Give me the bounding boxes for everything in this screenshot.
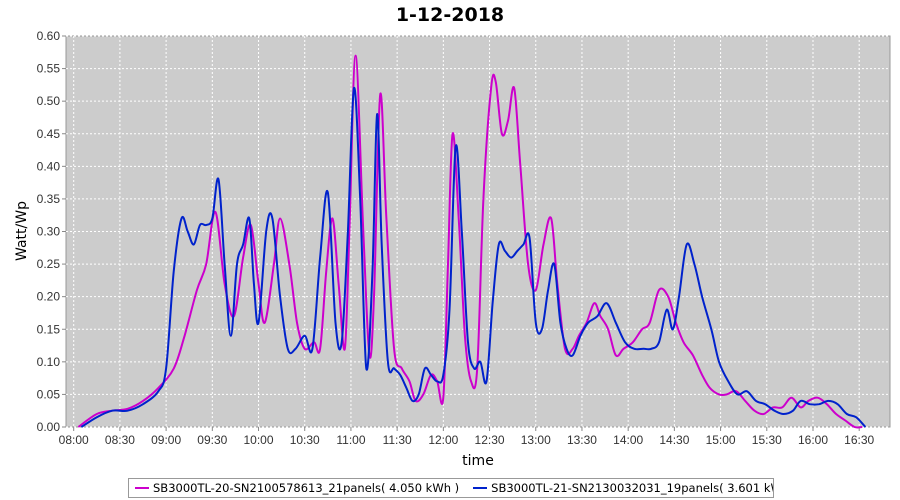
y-axis-ticks: 0.00 0.05 0.10 0.15 0.20 0.25 0.30 0.35 0.40 0.45… [37,29,66,434]
x-tick-label: 09:30 [197,433,227,447]
legend-label: SB3000TL-21-SN2130032031_19panels( 3.601… [491,481,774,495]
x-tick-label: 09:00 [151,433,181,447]
series-lines [77,54,867,429]
x-tick-label: 10:30 [290,433,320,447]
x-tick-label: 12:00 [428,433,458,447]
y-tick-label: 0.05 [37,387,61,401]
y-tick-label: 0.30 [37,225,61,239]
x-tick-label: 12:30 [475,433,505,447]
y-tick-label: 0.60 [37,29,61,43]
y-tick-label: 0.25 [37,257,61,271]
x-tick-label: 08:30 [105,433,135,447]
y-tick-label: 0.20 [37,290,61,304]
x-tick-label: 11:00 [336,433,365,447]
y-tick-label: 0.45 [37,127,61,141]
y-tick-label: 0.10 [37,355,61,369]
legend: SB3000TL-20-SN2100578613_21panels( 4.050… [128,478,774,498]
legend-swatch [473,487,488,489]
y-tick-label: 0.00 [37,420,61,434]
legend-swatch [135,487,149,489]
x-tick-label: 15:30 [752,433,782,447]
x-tick-label: 11:30 [383,433,412,447]
x-axis-label: time [462,453,494,469]
legend-label: SB3000TL-20-SN2100578613_21panels( 4.050… [153,481,460,495]
x-tick-label: 10:00 [244,433,274,447]
legend-item: SB3000TL-20-SN2100578613_21panels( 4.050… [135,481,459,495]
grid-lines [66,35,890,428]
y-axis-label: Watt/Wp [14,201,30,261]
y-tick-label: 0.35 [37,192,61,206]
x-tick-label: 15:00 [706,433,736,447]
x-tick-label: 14:30 [659,433,689,447]
x-tick-label: 08:00 [59,433,89,447]
y-tick-label: 0.15 [37,322,61,336]
y-tick-label: 0.40 [37,159,61,173]
x-axis-ticks: 08:00 08:30 09:00 09:30 10:00 10:30 11:00 11:30… [59,427,875,447]
x-tick-label: 16:30 [844,433,874,447]
legend-item: SB3000TL-21-SN2130032031_19panels( 3.601… [473,481,774,495]
x-tick-label: 14:00 [613,433,643,447]
chart-title: 1-12-2018 [395,4,505,26]
x-tick-label: 13:00 [521,433,551,447]
x-tick-label: 16:00 [798,433,828,447]
x-tick-label: 13:30 [567,433,597,447]
y-tick-label: 0.55 [37,62,61,76]
series-line-2 [80,87,867,428]
y-tick-label: 0.50 [37,94,61,108]
series-line-1 [77,54,863,429]
